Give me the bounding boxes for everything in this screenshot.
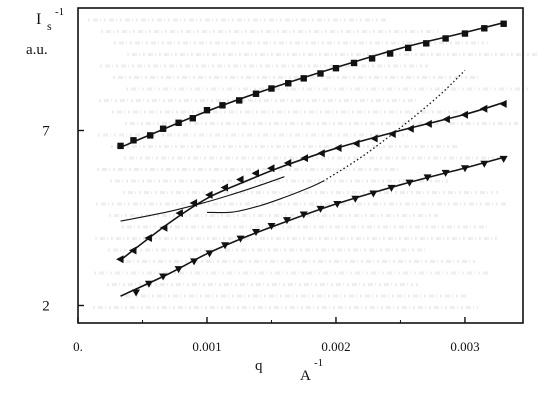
data-point-triangle-left (283, 159, 292, 168)
data-point-triangle-down (132, 289, 141, 297)
data-point-square (285, 80, 292, 87)
data-point-triangle-left (317, 149, 325, 158)
data-point-triangle-down (369, 190, 378, 198)
data-point-triangle-left (159, 223, 168, 232)
data-point-triangle-left (236, 175, 244, 184)
plot-frame (77, 7, 524, 324)
data-point-triangle-left (479, 104, 488, 113)
data-point-triangle-left (406, 124, 414, 133)
data-point-triangle-down (480, 160, 489, 168)
data-point-square (203, 107, 211, 114)
data-point-triangle-left (442, 115, 450, 124)
data-point-triangle-down (333, 201, 342, 208)
data-point-square (350, 59, 358, 67)
data-point-square (117, 142, 124, 150)
data-point-square (500, 20, 507, 27)
data-point-square (386, 50, 394, 57)
data-point-triangle-left (388, 130, 396, 138)
data-point-triangle-down (236, 235, 245, 243)
data-point-triangle-left (128, 246, 137, 255)
data-point-triangle-left (205, 190, 213, 199)
y-axis-label-symbol: I (36, 11, 41, 28)
data-point-triangle-down (351, 195, 360, 203)
data-point-triangle-down (387, 184, 396, 192)
fit-curve-dotted (322, 69, 466, 182)
data-point-triangle-down (423, 174, 432, 182)
data-point-triangle-down (174, 266, 183, 274)
data-point-triangle-down (221, 242, 230, 250)
x-axis-ticks: 0. 0.001 0.002 0.003 (73, 317, 480, 354)
data-point-triangle-down (460, 165, 469, 173)
fit-curve-solid (120, 176, 285, 222)
data-point-square (300, 75, 307, 82)
data-point-triangle-left (370, 134, 378, 143)
data-point-square (442, 35, 449, 42)
data-point-triangle-down (299, 211, 308, 219)
data-point-square (268, 85, 275, 92)
y-axis-label-exponent: -1 (55, 6, 64, 18)
data-point-triangle-down (405, 179, 414, 187)
data-point-triangle-left (266, 164, 275, 173)
data-point-square (130, 137, 137, 144)
x-tick-label: 0. (73, 339, 83, 354)
data-point-square (423, 40, 430, 47)
data-point-square (461, 30, 469, 37)
data-point-triangle-down (316, 205, 325, 213)
data-point-square (236, 97, 243, 104)
data-point-triangle-left (116, 255, 124, 264)
x-tick-label: 0.003 (450, 339, 479, 354)
data-point-triangle-down (441, 169, 450, 177)
data-point-square (332, 65, 340, 72)
data-point-square (481, 25, 488, 32)
data-point-triangle-left (220, 183, 229, 192)
bleed-through-texture (88, 18, 538, 309)
data-point-triangle-left (460, 110, 468, 119)
y-axis-ticks: 27 (42, 124, 84, 315)
data-point-triangle-left (251, 169, 259, 178)
data-point-triangle-left (352, 139, 360, 148)
fit-curve-solid (206, 180, 324, 214)
data-point-triangle-down (282, 217, 291, 225)
data-point-triangle-left (175, 209, 183, 218)
data-point-triangle-down (190, 258, 199, 266)
y-tick-label: 7 (42, 124, 50, 140)
data-markers (116, 20, 508, 297)
data-point-square (368, 55, 376, 62)
data-point-triangle-down (159, 273, 168, 281)
data-point-triangle-down (205, 250, 214, 258)
data-point-square (175, 119, 182, 126)
data-point-triangle-left (424, 119, 432, 128)
y-axis-unit-label: a.u. (26, 42, 48, 58)
x-tick-label: 0.001 (192, 339, 221, 354)
data-point-triangle-left (334, 144, 342, 152)
x-tick-label: 0.002 (321, 339, 350, 354)
data-point-triangle-down (252, 229, 260, 236)
data-point-square (317, 70, 324, 77)
data-point-triangle-left (144, 233, 152, 242)
data-point-triangle-down (267, 223, 276, 231)
x-axis-label-letter: q (255, 358, 263, 374)
x-axis-label-unit: A (300, 368, 311, 384)
data-point-triangle-down (499, 155, 508, 163)
data-point-square (189, 115, 196, 122)
data-point-square (219, 102, 226, 109)
data-point-triangle-left (499, 99, 507, 108)
data-point-triangle-left (300, 154, 309, 163)
x-axis-label-exponent: -1 (314, 357, 323, 369)
data-point-square (405, 44, 412, 52)
data-point-square (147, 132, 154, 139)
data-point-square (159, 125, 167, 132)
y-axis-label-subscript: s (47, 19, 52, 33)
data-point-square (252, 90, 260, 97)
data-point-triangle-left (189, 198, 198, 207)
data-point-triangle-down (144, 280, 153, 288)
y-tick-label: 2 (42, 299, 50, 315)
